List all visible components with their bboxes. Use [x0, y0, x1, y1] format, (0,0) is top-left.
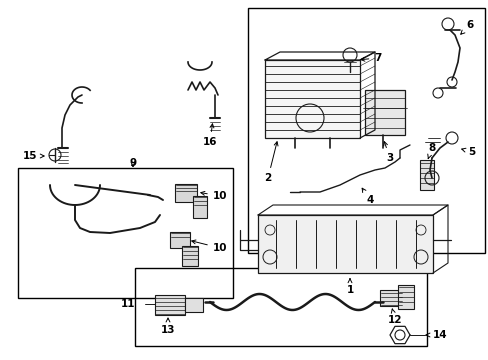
Text: 15: 15 — [23, 151, 44, 161]
Text: 10: 10 — [191, 240, 227, 253]
Text: 5: 5 — [461, 147, 475, 157]
Bar — [18, 168, 232, 298]
Text: 9: 9 — [129, 158, 136, 168]
Bar — [135, 268, 426, 346]
Text: 2: 2 — [264, 142, 278, 183]
Bar — [175, 184, 197, 202]
Text: 10: 10 — [201, 191, 227, 201]
Text: 11: 11 — [121, 299, 135, 309]
Bar — [364, 90, 404, 135]
Text: 8: 8 — [427, 143, 435, 159]
Bar — [182, 246, 198, 266]
Bar — [184, 298, 203, 312]
Bar — [155, 295, 184, 315]
Text: 13: 13 — [161, 318, 175, 335]
Bar — [247, 8, 484, 253]
Bar — [170, 232, 190, 248]
Text: 12: 12 — [387, 309, 402, 325]
Text: 16: 16 — [203, 124, 217, 147]
Text: 3: 3 — [383, 141, 393, 163]
Text: 6: 6 — [460, 20, 473, 34]
Text: 1: 1 — [346, 279, 353, 295]
Bar — [264, 60, 359, 138]
Bar — [419, 160, 433, 190]
Text: 4: 4 — [362, 188, 373, 205]
Bar — [397, 285, 413, 309]
Text: 7: 7 — [360, 53, 381, 63]
Bar — [379, 290, 401, 306]
Text: 14: 14 — [425, 330, 447, 340]
Bar — [258, 215, 432, 273]
Bar — [193, 196, 206, 218]
